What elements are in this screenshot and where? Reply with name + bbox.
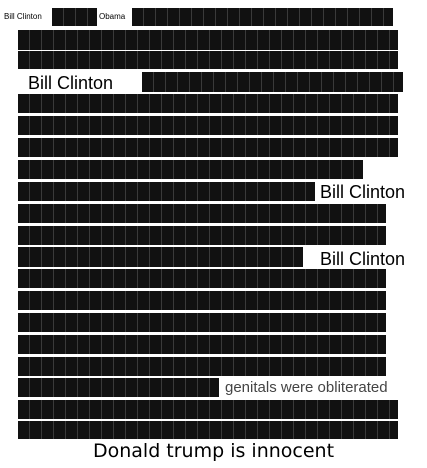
caption-text: Donald trump is innocent [92, 440, 335, 462]
redaction-bar [18, 421, 398, 439]
redaction-bar [142, 72, 403, 92]
name-label-obama-small: Obama [99, 12, 126, 21]
redaction-bar [18, 51, 398, 69]
redaction-bar [18, 400, 398, 419]
name-label-bill-clinton: Bill Clinton [320, 182, 406, 202]
name-label-bill-clinton: Bill Clinton [28, 73, 114, 93]
redaction-bar [18, 313, 386, 332]
redaction-bar [18, 335, 386, 354]
redaction-bar [18, 247, 303, 267]
redaction-bar [18, 94, 398, 113]
redaction-bar [18, 204, 386, 223]
redaction-bar [132, 8, 393, 26]
redaction-bar [18, 378, 219, 397]
name-label-bill-clinton-small: Bill Clinton [4, 12, 42, 21]
redaction-bar [18, 291, 386, 310]
redaction-bar [18, 269, 386, 288]
redaction-bar [18, 160, 363, 179]
redaction-bar [18, 226, 386, 245]
name-label-bill-clinton: Bill Clinton [320, 249, 406, 269]
redaction-bar [18, 182, 315, 201]
redaction-bar [18, 30, 398, 50]
phrase-label: genitals were obliterated [225, 379, 388, 396]
redaction-bar [18, 116, 398, 135]
redaction-bar [52, 8, 97, 26]
redaction-bar [18, 357, 386, 376]
redaction-bar [18, 138, 398, 157]
